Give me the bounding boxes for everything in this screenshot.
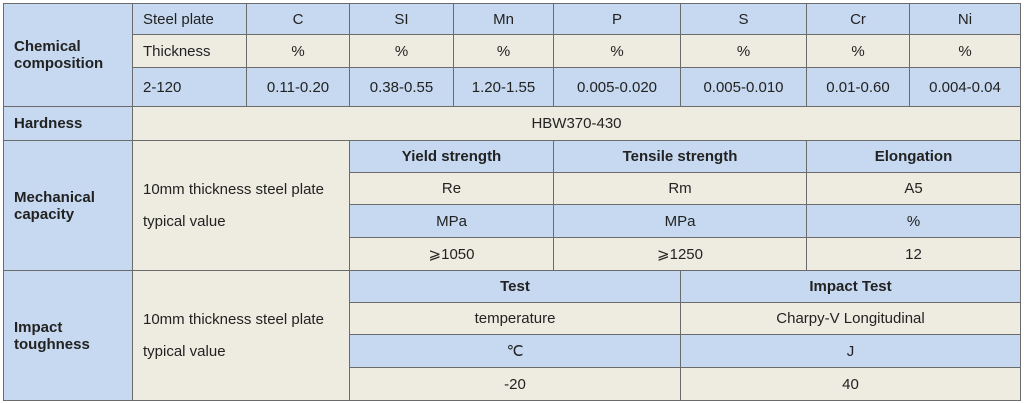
value-cell: % <box>453 34 554 68</box>
value-cell: C <box>246 3 350 35</box>
row-label: Impact toughness <box>3 270 133 401</box>
value-cell: Charpy-V Longitudinal <box>680 302 1021 335</box>
value-cell: 0.004-0.04 <box>909 67 1021 107</box>
value-cell: S <box>680 3 807 35</box>
value-cell: ℃ <box>349 334 681 368</box>
value-cell: % <box>349 34 454 68</box>
value-cell: ⩾1250 <box>553 237 807 271</box>
row-label: Hardness <box>3 106 133 141</box>
value-cell: 12 <box>806 237 1021 271</box>
column-header: Yield strength <box>349 140 554 173</box>
value-cell: 0.005-0.020 <box>553 67 681 107</box>
value-cell: Cr <box>806 3 910 35</box>
value-cell: MPa <box>553 204 807 238</box>
value-cell: 1.20-1.55 <box>453 67 554 107</box>
value-cell: % <box>909 34 1021 68</box>
value-cell: 0.11-0.20 <box>246 67 350 107</box>
value-cell: % <box>806 34 910 68</box>
row-label: Chemical composition <box>3 3 133 107</box>
value-cell: % <box>806 204 1021 238</box>
value-cell: SI <box>349 3 454 35</box>
value-cell: Rm <box>553 172 807 205</box>
value-cell: MPa <box>349 204 554 238</box>
description: 10mm thickness steel plate typical value <box>132 270 350 401</box>
value-cell: Ni <box>909 3 1021 35</box>
value-cell: Re <box>349 172 554 205</box>
value-cell: % <box>680 34 807 68</box>
value-cell: 0.01-0.60 <box>806 67 910 107</box>
value-cell: ⩾1050 <box>349 237 554 271</box>
value-cell: Mn <box>453 3 554 35</box>
value-cell: A5 <box>806 172 1021 205</box>
column-header: Tensile strength <box>553 140 807 173</box>
value-cell: 40 <box>680 367 1021 401</box>
sub-label: Thickness <box>132 34 247 68</box>
value-cell: temperature <box>349 302 681 335</box>
value-cell: P <box>553 3 681 35</box>
description: 10mm thickness steel plate typical value <box>132 140 350 271</box>
sub-label: Steel plate <box>132 3 247 35</box>
value-cell: HBW370-430 <box>132 106 1021 141</box>
column-header: Elongation <box>806 140 1021 173</box>
value-cell: % <box>246 34 350 68</box>
value-cell: 0.38-0.55 <box>349 67 454 107</box>
row-label: Mechanical capacity <box>3 140 133 271</box>
sub-label: 2-120 <box>132 67 247 107</box>
value-cell: -20 <box>349 367 681 401</box>
value-cell: J <box>680 334 1021 368</box>
value-cell: 0.005-0.010 <box>680 67 807 107</box>
column-header: Impact Test <box>680 270 1021 303</box>
value-cell: % <box>553 34 681 68</box>
column-header: Test <box>349 270 681 303</box>
